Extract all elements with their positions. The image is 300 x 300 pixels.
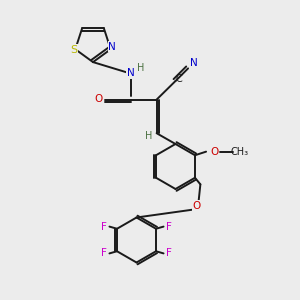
Text: C: C [176,74,182,84]
Text: H: H [137,63,145,73]
Text: N: N [108,42,116,52]
Text: O: O [94,94,103,104]
Text: H: H [145,131,152,141]
Text: O: O [192,201,201,211]
Text: F: F [101,222,107,232]
Text: S: S [70,45,77,55]
Text: N: N [127,68,134,79]
Text: F: F [101,248,107,258]
Text: O: O [210,147,218,157]
Text: F: F [166,248,172,258]
Text: CH₃: CH₃ [231,147,249,157]
Text: F: F [166,222,172,232]
Text: N: N [190,58,197,68]
